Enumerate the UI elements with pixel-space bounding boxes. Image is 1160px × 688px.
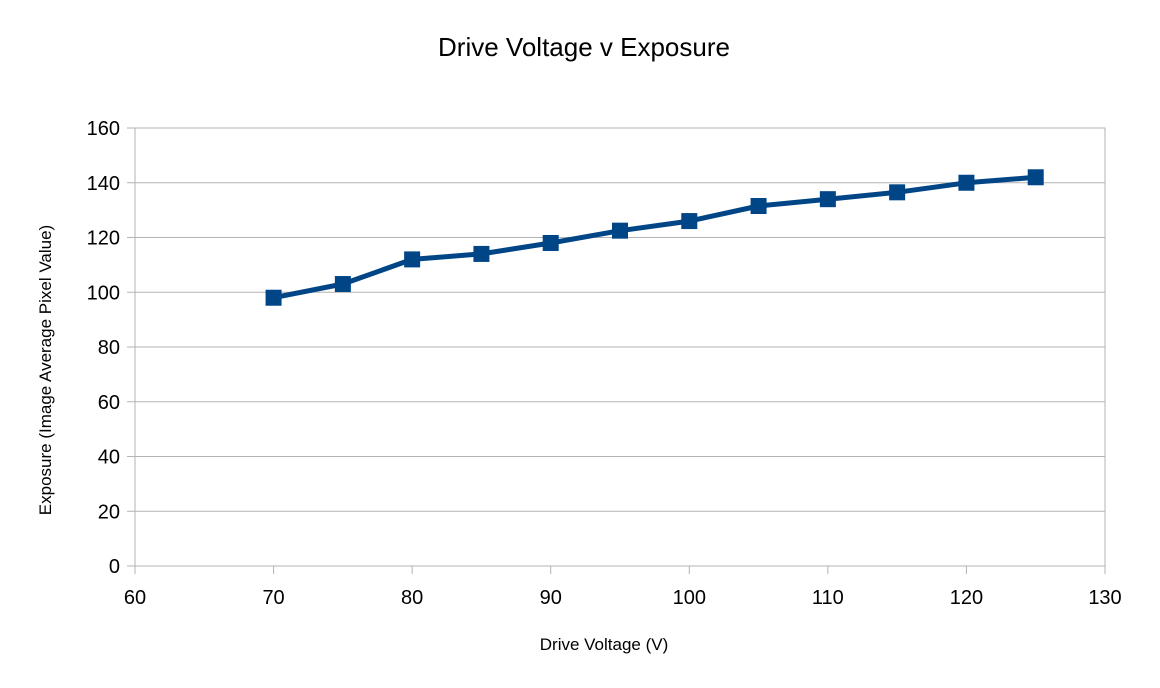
- y-tick-label: 0: [109, 556, 120, 578]
- x-tick-label: 60: [124, 587, 146, 609]
- x-tick-label: 110: [812, 587, 844, 609]
- y-tick-label: 140: [87, 173, 120, 195]
- y-axis-ticks: 0 20 40 60 80 100 120 140 160: [87, 118, 135, 578]
- chart-title: Drive Voltage v Exposure: [438, 32, 730, 62]
- x-tick-label: 120: [950, 587, 983, 609]
- data-point: [612, 222, 628, 239]
- x-axis-label: Drive Voltage (V): [540, 635, 669, 654]
- y-tick-label: 100: [87, 282, 120, 304]
- y-tick-label: 60: [98, 392, 120, 414]
- y-tick-label: 20: [98, 501, 120, 523]
- data-point: [819, 191, 836, 208]
- series-line: [273, 174, 1036, 301]
- data-point: [473, 245, 490, 262]
- x-tick-label: 70: [262, 587, 284, 609]
- x-axis-ticks: 60 70 80 90 100 110 120 130: [124, 566, 1122, 609]
- y-axis-label: Exposure (Image Average Pixel Value): [36, 225, 55, 515]
- data-point: [334, 276, 351, 293]
- series-layer: [265, 169, 1044, 306]
- data-point: [1027, 169, 1044, 186]
- data-point: [542, 234, 559, 251]
- data-point: [889, 184, 906, 201]
- data-point: [750, 198, 767, 215]
- x-tick-label: 80: [401, 587, 423, 609]
- y-tick-label: 160: [87, 118, 120, 140]
- data-point: [404, 251, 421, 268]
- data-point: [681, 213, 698, 230]
- data-point: [958, 174, 975, 191]
- y-tick-label: 40: [98, 447, 120, 469]
- data-point: [265, 289, 282, 306]
- y-tick-label: 80: [98, 337, 120, 359]
- x-tick-label: 130: [1088, 587, 1121, 609]
- x-tick-label: 100: [673, 587, 706, 609]
- y-tick-label: 120: [87, 228, 120, 250]
- x-tick-label: 90: [540, 587, 562, 609]
